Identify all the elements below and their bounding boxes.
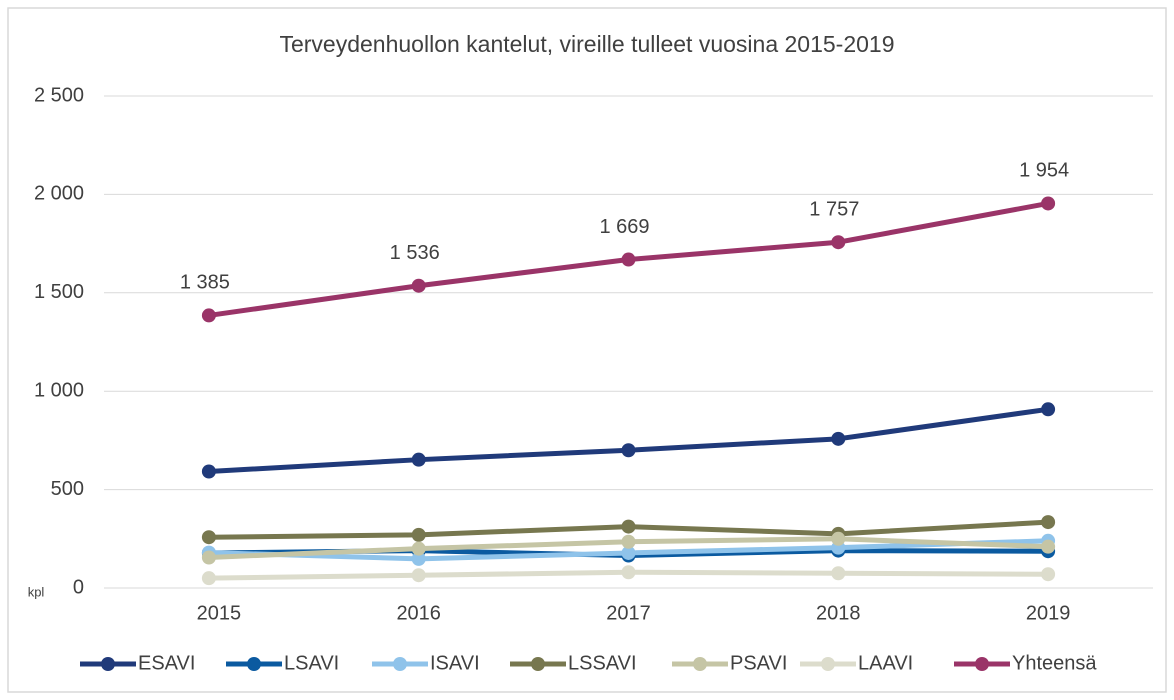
legend-marker — [821, 657, 835, 671]
legend-label: ESAVI — [138, 652, 195, 674]
marker — [621, 252, 636, 267]
legend-label: LSSAVI — [568, 652, 637, 674]
y-tick-label: 0 — [73, 576, 84, 598]
legend-label: LAAVI — [858, 652, 913, 674]
marker — [201, 464, 216, 479]
data-label: 1 385 — [180, 272, 230, 294]
marker — [831, 566, 846, 581]
marker — [411, 551, 426, 566]
legend-marker — [393, 657, 407, 671]
marker — [621, 443, 636, 458]
x-tick-label: 2018 — [816, 602, 861, 624]
legend-marker — [975, 657, 989, 671]
legend-label: LSAVI — [284, 652, 339, 674]
marker — [201, 308, 216, 323]
y-tick-label: 500 — [51, 478, 84, 500]
y-tick-label: 2 500 — [34, 84, 84, 106]
marker — [831, 431, 846, 446]
legend-marker — [531, 657, 545, 671]
marker — [621, 565, 636, 580]
marker — [201, 530, 216, 545]
marker — [831, 235, 846, 250]
marker — [411, 278, 426, 293]
marker — [1041, 567, 1056, 582]
marker — [621, 519, 636, 534]
marker — [1041, 539, 1056, 554]
marker — [621, 545, 636, 560]
data-label: 1 669 — [599, 216, 649, 238]
marker — [411, 568, 426, 583]
legend-marker — [247, 657, 261, 671]
marker — [201, 571, 216, 586]
legend-marker — [101, 657, 115, 671]
x-tick-label: 2015 — [197, 602, 242, 624]
marker — [1041, 402, 1056, 417]
marker — [411, 541, 426, 556]
y-tick-label: 1 500 — [34, 281, 84, 303]
marker — [411, 527, 426, 542]
x-tick-label: 2016 — [396, 602, 441, 624]
marker — [201, 550, 216, 565]
data-label: 1 536 — [390, 242, 440, 264]
legend-label: PSAVI — [730, 652, 787, 674]
y-tick-label: 2 000 — [34, 183, 84, 205]
x-tick-label: 2017 — [606, 602, 651, 624]
x-tick-label: 2019 — [1026, 602, 1071, 624]
data-label: 1 757 — [809, 199, 859, 221]
y-axis-label: kpl — [28, 584, 45, 599]
data-label: 1 954 — [1019, 160, 1069, 182]
y-tick-label: 1 000 — [34, 379, 84, 401]
marker — [1041, 196, 1056, 211]
marker — [831, 531, 846, 546]
legend-label: Yhteensä — [1012, 652, 1097, 674]
marker — [1041, 515, 1056, 530]
legend-marker — [693, 657, 707, 671]
marker — [411, 452, 426, 467]
marker — [621, 534, 636, 549]
chart-title: Terveydenhuollon kantelut, vireille tull… — [279, 31, 894, 57]
legend-label: ISAVI — [430, 652, 480, 674]
chart-border — [7, 7, 1167, 693]
